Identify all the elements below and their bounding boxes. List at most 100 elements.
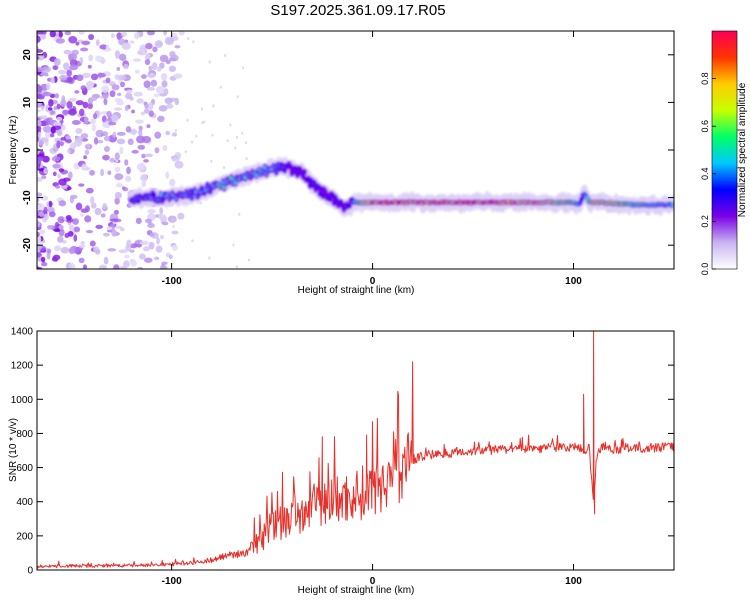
y-tick-label: 1200 [11,361,34,372]
noise-blob [173,73,183,79]
noise-blob [51,156,61,162]
noise-blob [148,110,154,118]
noise-blob [87,64,92,69]
colorbar-tick-label: 0.0 [700,263,710,276]
noise-blob [203,120,206,124]
noise-blob [82,101,89,109]
noise-blob [68,247,75,255]
noise-blob [60,99,67,108]
noise-blob [107,248,117,252]
noise-blob [74,90,80,94]
noise-blob [156,86,165,94]
noise-blob [89,169,96,176]
noise-blob [86,143,91,149]
noise-blob [83,155,87,160]
spectrogram-x-label: Height of straight line (km) [298,285,415,296]
noise-blob [48,99,54,107]
noise-blob [42,155,50,163]
noise-blob [160,235,164,240]
noise-blob [123,63,129,70]
noise-blob [241,66,245,70]
noise-blob [160,216,168,223]
noise-blob [48,200,53,208]
noise-blob [192,40,195,44]
noise-blob [134,32,140,40]
noise-blob [165,130,171,136]
noise-blob [114,74,120,80]
noise-blob [174,45,181,49]
noise-blob [171,133,174,137]
noise-blob [108,121,117,126]
snr-x-ticks: -100 0 100 [162,331,582,587]
ridge-bead [323,190,328,195]
noise-blob [137,144,146,150]
colorbar-label: Normalized spectral amplitude [737,82,748,217]
noise-blob [103,256,109,265]
noise-blob [95,224,104,229]
noise-blob [241,131,244,135]
y-tick-label: 200 [16,531,33,542]
noise-blob [116,131,126,136]
noise-blob [155,245,163,253]
noise-blob [99,44,108,50]
noise-blob [102,131,109,137]
ridge-bead [190,196,194,200]
noise-blob [37,126,42,132]
noise-blob [124,254,130,259]
noise-blob [37,89,42,94]
noise-blob [46,224,55,230]
noise-blob [103,145,110,153]
noise-blob [47,107,53,111]
ridge-bead [288,164,293,169]
noise-blob [145,42,153,50]
noise-blob [75,127,83,134]
noise-blob [126,166,131,175]
noise-blob [171,217,175,224]
noise-blob [52,171,57,177]
noise-blob [78,183,85,187]
noise-blob [101,85,110,93]
noise-blob [106,226,113,231]
noise-blob [37,108,41,113]
noise-blob [56,116,63,121]
noise-blob [219,85,223,89]
noise-blob [148,65,153,72]
noise-blob [85,187,94,194]
noise-blob [37,163,40,170]
noise-blob [70,142,77,150]
noise-blob [37,131,42,139]
noise-blob [143,246,151,252]
noise-blob [199,201,202,205]
noise-blob [208,60,211,64]
noise-blob [127,138,134,146]
noise-blob [66,149,71,154]
noise-blob [191,239,194,243]
noise-blob [149,233,155,237]
noise-blob [147,223,155,229]
noise-blob [41,175,47,180]
y-tick-label: -10 [22,190,33,205]
noise-blob [150,79,158,87]
noise-blob [114,152,120,161]
noise-blob [66,100,73,109]
noise-blob [103,135,111,142]
noise-blob [79,213,84,217]
noise-blob [195,134,198,138]
colorbar-frame [711,30,738,270]
noise-blob [57,235,64,243]
noise-blob [118,53,127,61]
noise-blob [56,128,63,137]
noise-blob [78,108,85,117]
ridge-bead [671,203,674,208]
x-tick-label: 0 [370,276,376,287]
noise-blob [37,156,44,162]
noise-blob [210,159,213,163]
noise-blob [38,139,45,146]
noise-blob [58,225,64,230]
noise-blob [81,163,88,171]
noise-blob [62,109,70,115]
noise-blob [200,107,204,111]
snr-frame [36,330,675,571]
noise-blob [37,31,44,35]
noise-blob [177,215,181,219]
